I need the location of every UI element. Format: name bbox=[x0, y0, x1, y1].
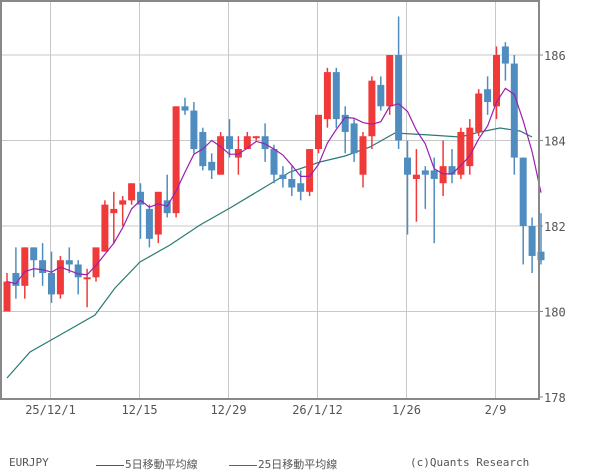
candlestick-chart: 178 180 182 184 186 25/12/1 12/15 12/29 26/1/12… bbox=[0, 0, 566, 417]
x-axis-labels: 25/12/1 12/15 12/29 26/1/12 1/26 2/9 bbox=[25, 403, 506, 417]
legend-ma5: 5日移動平均線 bbox=[96, 456, 198, 472]
ma25-swatch-icon bbox=[229, 464, 257, 466]
copyright: (c)Quants Research bbox=[410, 456, 530, 469]
svg-text:25/12/1: 25/12/1 bbox=[25, 403, 76, 417]
legend-ma5-label: 5日移動平均線 bbox=[125, 458, 198, 471]
ma5-swatch-icon bbox=[96, 464, 124, 466]
plot-border bbox=[0, 0, 540, 400]
y-axis-labels: 178 180 182 184 186 bbox=[539, 49, 566, 405]
svg-text:12/29: 12/29 bbox=[210, 403, 246, 417]
svg-text:178: 178 bbox=[544, 391, 566, 405]
svg-text:26/1/12: 26/1/12 bbox=[292, 403, 343, 417]
grid-lines bbox=[1, 1, 539, 399]
ma5-line bbox=[6, 87, 542, 285]
ma25-line bbox=[6, 127, 533, 379]
svg-text:186: 186 bbox=[544, 49, 566, 63]
legend-ma25-label: 25日移動平均線 bbox=[258, 458, 338, 471]
legend-symbol: EURJPY bbox=[9, 456, 49, 469]
svg-text:182: 182 bbox=[544, 220, 566, 234]
svg-text:2/9: 2/9 bbox=[485, 403, 507, 417]
svg-text:184: 184 bbox=[544, 135, 566, 149]
svg-text:180: 180 bbox=[544, 306, 566, 320]
svg-text:12/15: 12/15 bbox=[121, 403, 157, 417]
legend-ma25: 25日移動平均線 bbox=[229, 456, 337, 472]
svg-text:1/26: 1/26 bbox=[392, 403, 421, 417]
candles bbox=[3, 16, 545, 312]
